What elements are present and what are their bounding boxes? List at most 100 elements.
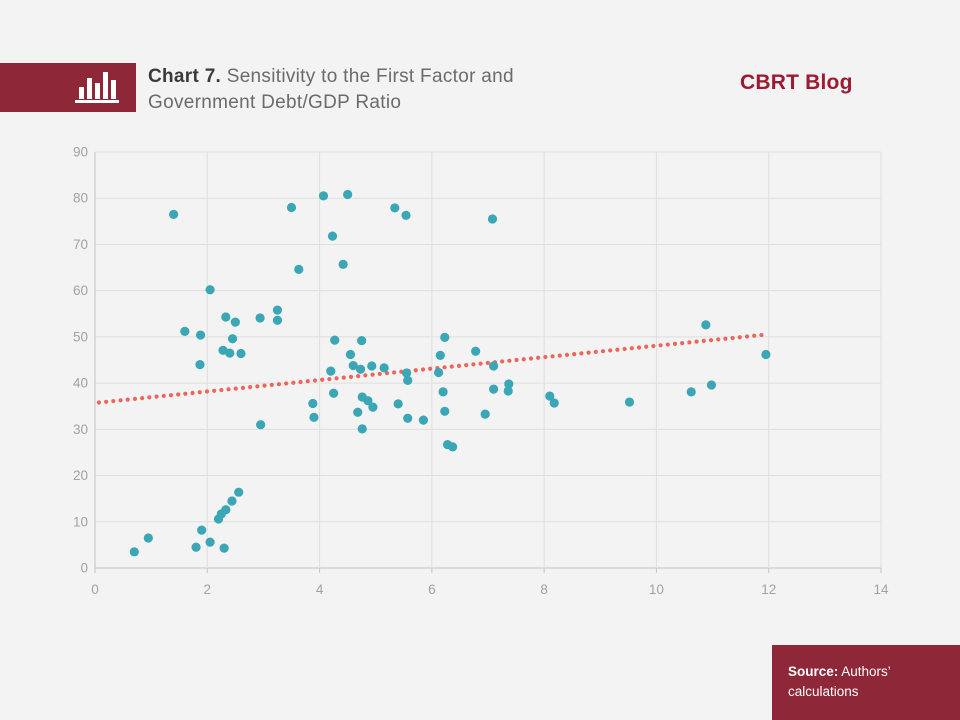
y-tick-label: 0 [80,561,88,576]
trendline-dot [644,344,649,349]
scatter-point [129,547,139,557]
scatter-point [345,349,356,360]
trendline-dot [240,385,246,390]
scatter-point [435,350,445,360]
trendline-dot [557,353,562,358]
scatter-point [489,384,499,394]
trendline-dot [269,382,274,388]
scatter-point [308,398,318,409]
trendline-dot [291,380,296,385]
trendline-dot [370,372,375,377]
scatter-point [761,349,771,360]
trendline-dot [651,343,656,349]
trendline-dot [579,351,584,356]
scatter-point [309,412,319,422]
trendline-dot [356,374,361,379]
trendline-dot [226,387,231,392]
x-tick-label: 2 [204,582,212,597]
trendline-dot [161,393,166,399]
trendline-dot [478,361,483,366]
trendline-dot [348,374,354,379]
trendline-dot [413,368,418,373]
trendline-dot [284,381,289,386]
trendline-dot [564,352,570,357]
trendline-dot [608,348,613,353]
scatter-point [191,542,201,552]
scatter-point [624,397,635,407]
trendline-dot [737,335,742,340]
scatter-point [195,360,205,370]
trendline-dot [154,394,159,399]
trendline-dot [593,349,598,355]
scatter-point [357,424,367,434]
scatter-point [180,326,190,336]
trendline-dot [197,390,202,395]
trendline-dot [442,365,447,370]
scatter-point [286,202,297,213]
trendline-dot [665,342,670,347]
scatter-point [219,543,229,553]
scatter-point [227,496,237,506]
trendline-dot [420,367,426,372]
scatter-point [401,368,412,378]
scatter-point [504,379,514,389]
trendline-dot [118,398,123,403]
trendline-dot [428,366,433,371]
trendline-dot [392,370,397,375]
scatter-point [489,361,499,371]
scatter-point [403,413,413,423]
trendline-dot [716,337,721,342]
trendline-dot [262,383,267,388]
trendline-dot [449,364,454,369]
trendline-dot [759,332,764,338]
scatter-point [329,388,339,398]
scatter-point [487,214,498,224]
scatter-point [379,363,389,373]
y-tick-label: 40 [73,376,88,391]
scatter-point [357,335,367,346]
x-tick-label: 0 [91,582,99,597]
trendline-dot [104,399,109,404]
scatter-point [706,380,717,390]
trendline-dot [521,357,526,362]
scatter-point [338,259,348,269]
trendline-dot [658,343,663,348]
chart-title-line1-rest: Sensitivity to the First Factor and [221,66,514,87]
trendline-dot [600,349,606,354]
x-tick-label: 8 [540,582,548,597]
scatter-point [234,487,244,497]
x-tick-label: 10 [649,582,664,597]
x-tick-label: 12 [761,582,776,597]
y-tick-label: 70 [73,237,88,252]
scatter-point [367,361,377,371]
chart-title-line2: Government Debt/GDP Ratio [148,92,402,113]
scatter-point [368,402,378,412]
trendline-dot [334,376,339,381]
scatter-point [227,334,238,344]
scatter-point [294,264,304,275]
scatter-point [230,317,240,327]
scatter-point [686,387,696,397]
scatter-point [403,375,413,385]
scatter-point [330,335,340,345]
trendline-dot [312,378,318,383]
trendline-dot [550,354,555,359]
trendline-dot [672,341,678,346]
trendline-dot [572,352,577,357]
trendline-dot [708,338,714,343]
scatter-point [205,285,215,295]
trendline-dot [528,356,534,361]
y-tick-label: 20 [73,468,88,483]
trendline-dot [586,350,591,355]
trendline-dot [701,338,706,344]
scatter-point [143,533,153,543]
trendline-dot [536,355,541,360]
trendline-dot [140,396,145,401]
y-tick-label: 10 [73,514,88,529]
trendline-dot [212,388,217,393]
y-tick-label: 90 [73,145,88,160]
trendline-dot [730,335,735,341]
trendline-dot [680,341,685,346]
scatter-point [343,189,353,200]
trendline-dot [687,340,692,345]
